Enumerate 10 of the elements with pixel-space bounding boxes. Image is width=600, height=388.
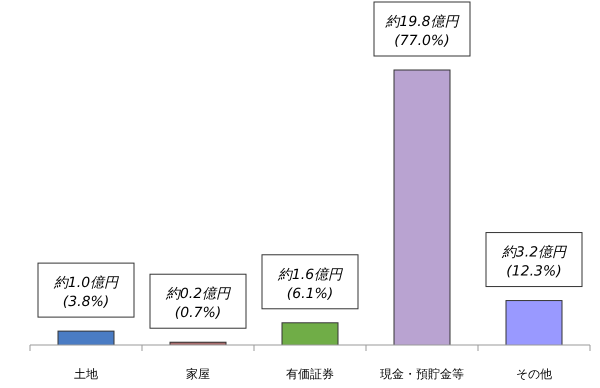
data-label: 約3.2億円 (12.3%) xyxy=(500,244,568,280)
x-tick-label: その他 xyxy=(516,367,552,381)
data-label: 約1.0億円 (3.8%) xyxy=(52,275,120,310)
data-label: 約1.6億円 (6.1%) xyxy=(276,266,344,302)
data-label: 約0.2億円 (0.7%) xyxy=(164,286,232,322)
data-label: 約19.8億円 (77.0%) xyxy=(384,14,461,49)
x-tick-label: 家屋 xyxy=(186,367,210,381)
x-tick-label: 土地 xyxy=(74,367,98,381)
x-tick-label: 有価証券 xyxy=(286,367,334,381)
x-tick-label: 現金・預貯金等 xyxy=(380,367,464,381)
